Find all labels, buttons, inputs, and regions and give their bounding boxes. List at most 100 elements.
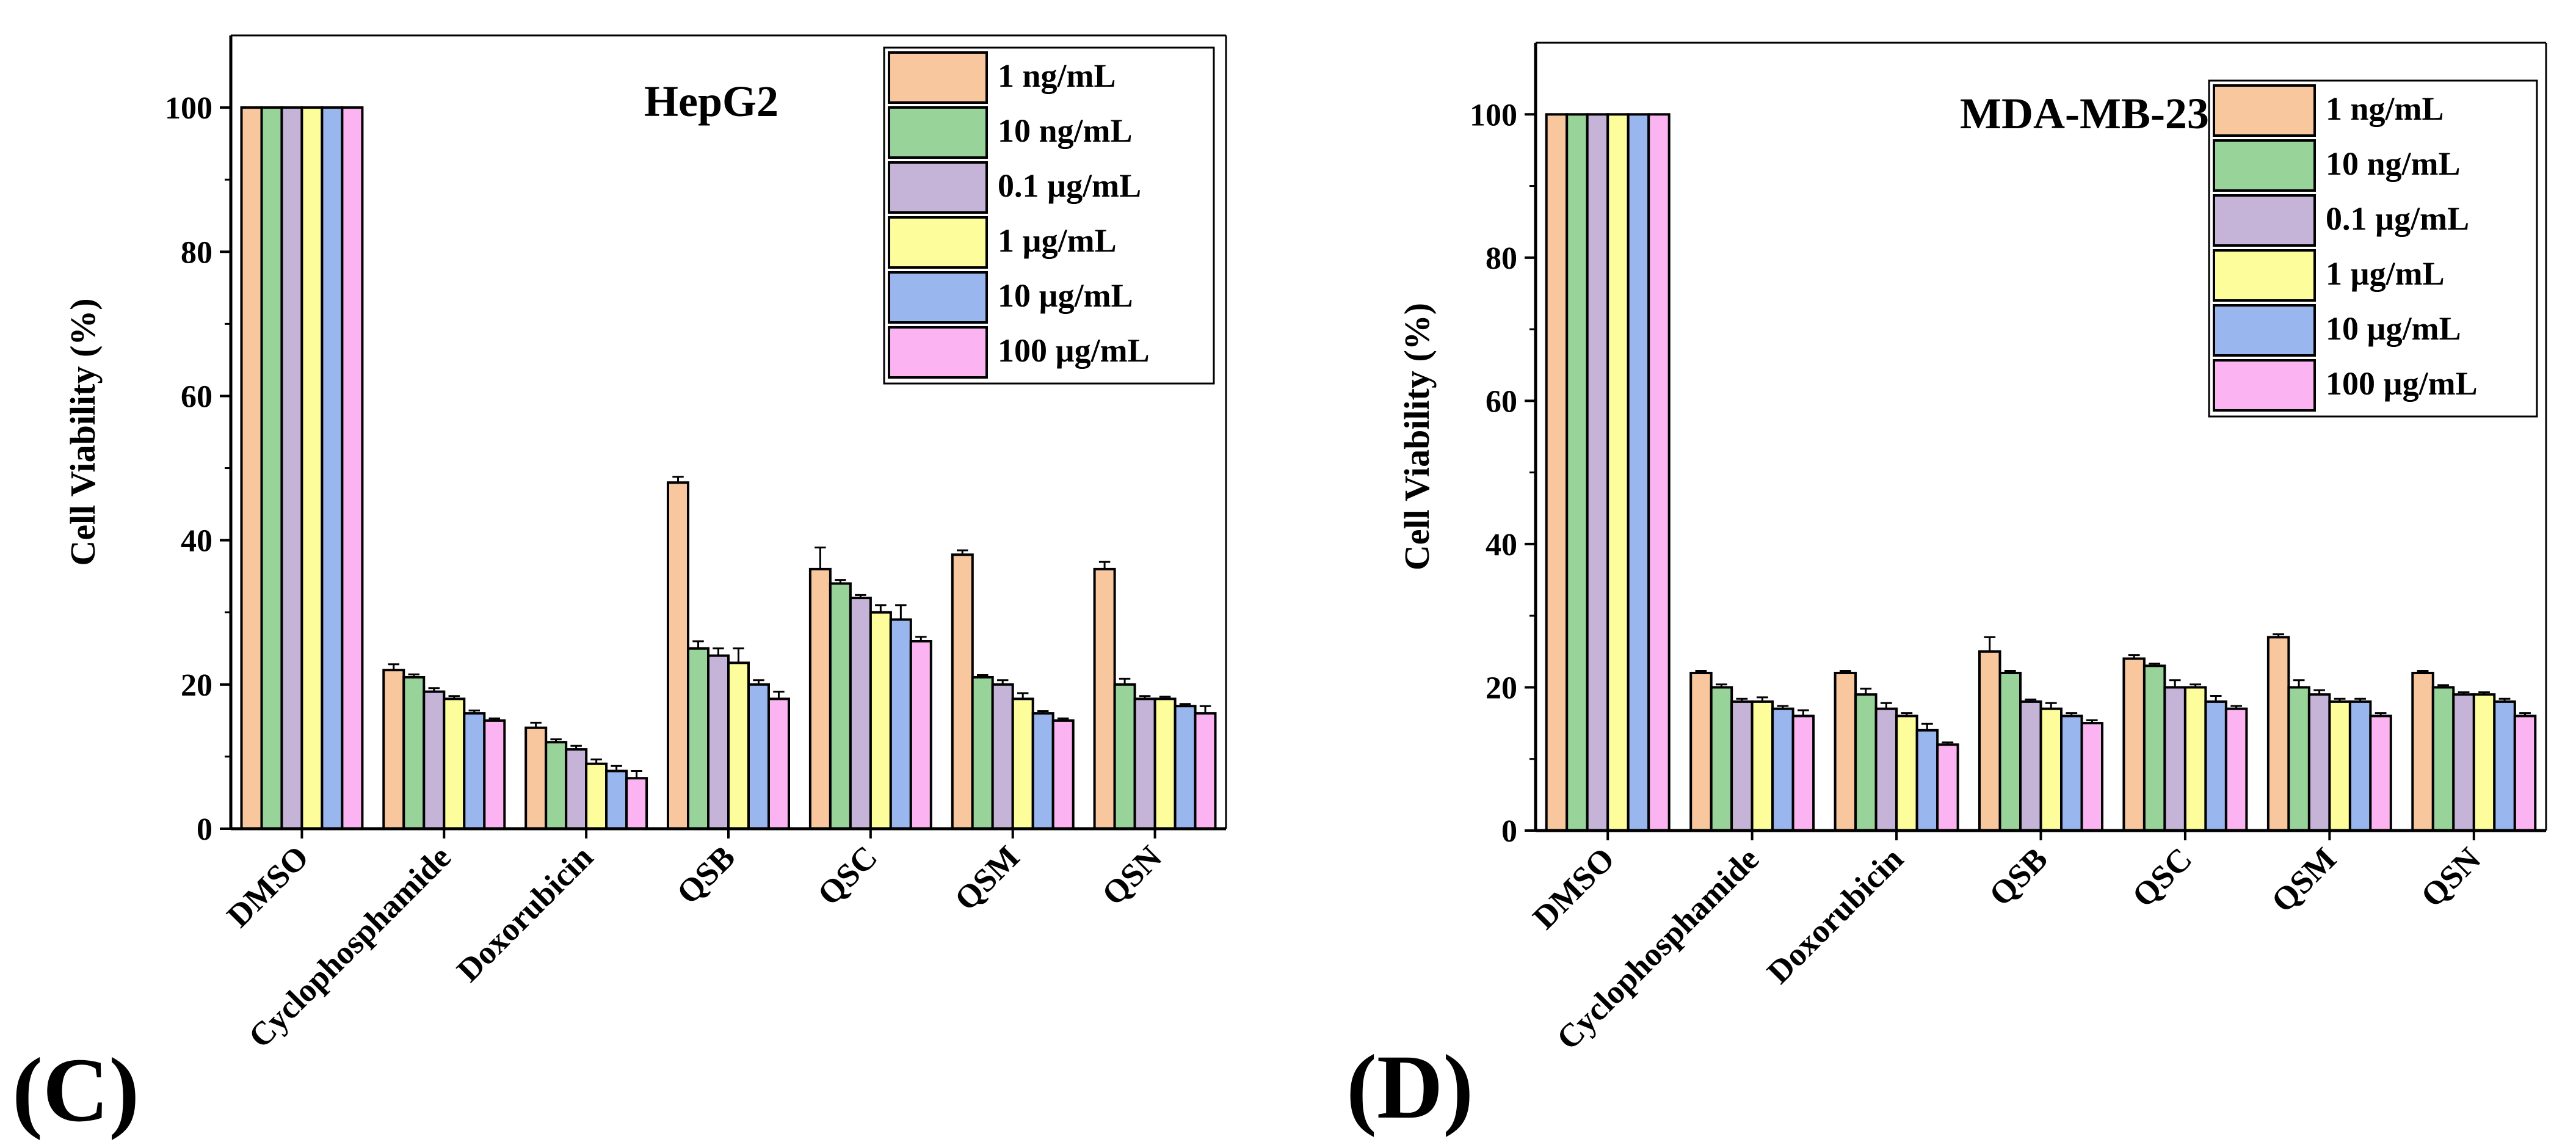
y-tick-label: 20 bbox=[181, 668, 212, 703]
bar bbox=[951, 553, 974, 830]
bar bbox=[849, 597, 872, 830]
bar bbox=[1689, 672, 1713, 832]
bar bbox=[2019, 700, 2042, 832]
bar bbox=[2493, 700, 2516, 832]
chart-title: HepG2 bbox=[644, 77, 778, 126]
bar bbox=[2060, 715, 2083, 832]
bar bbox=[2122, 657, 2146, 832]
bar bbox=[1730, 700, 1754, 832]
bar bbox=[687, 647, 709, 831]
bar bbox=[971, 676, 994, 830]
bar bbox=[1545, 113, 1569, 832]
bar bbox=[808, 567, 832, 831]
legend-swatch bbox=[2213, 304, 2316, 357]
bar bbox=[1566, 113, 1589, 832]
x-tick-label: QSM bbox=[2264, 840, 2343, 919]
bar bbox=[240, 106, 263, 831]
bar bbox=[667, 481, 689, 830]
y-tick-label: 40 bbox=[1486, 528, 1517, 562]
bar bbox=[2183, 686, 2207, 832]
bar bbox=[483, 719, 506, 831]
bar bbox=[2039, 707, 2063, 832]
y-tick-label: 100 bbox=[1470, 98, 1517, 133]
bar bbox=[1751, 700, 1774, 832]
bar bbox=[1113, 683, 1136, 831]
bar bbox=[605, 769, 628, 830]
bar bbox=[767, 697, 790, 831]
bar bbox=[2163, 686, 2186, 832]
y-axis-title: Cell Viability (%) bbox=[63, 298, 103, 566]
panel-label: (C) bbox=[12, 1039, 139, 1141]
legend-label: 10 µg/mL bbox=[2326, 310, 2461, 347]
bar bbox=[280, 106, 303, 831]
bar bbox=[463, 712, 486, 830]
legend-label: 0.1 µg/mL bbox=[2326, 200, 2469, 237]
bar bbox=[2328, 700, 2351, 832]
y-tick-label: 80 bbox=[1486, 241, 1517, 276]
y-tick-label: 60 bbox=[1486, 384, 1517, 419]
legend-swatch bbox=[888, 216, 988, 269]
bar bbox=[260, 106, 283, 831]
legend-swatch bbox=[2213, 359, 2316, 412]
x-tick-label: QSN bbox=[2414, 840, 2487, 914]
bar bbox=[889, 618, 912, 830]
legend-label: 100 µg/mL bbox=[998, 332, 1150, 369]
y-tick-label: 80 bbox=[181, 235, 212, 270]
x-tick-label: DMSO bbox=[1526, 840, 1622, 936]
legend-label: 100 µg/mL bbox=[2326, 365, 2478, 402]
x-tick-label: Doxorubicin bbox=[1760, 840, 1910, 991]
bar bbox=[1874, 707, 1898, 832]
legend-label: 10 ng/mL bbox=[2326, 145, 2461, 182]
x-tick-label: QSC bbox=[810, 838, 884, 912]
bar bbox=[2204, 700, 2227, 832]
bar bbox=[991, 683, 1014, 831]
bar bbox=[524, 726, 548, 830]
x-tick-label: QSN bbox=[1095, 838, 1169, 912]
bar bbox=[2369, 715, 2392, 832]
bar bbox=[1710, 686, 1733, 832]
bar bbox=[707, 654, 730, 830]
bar bbox=[2266, 636, 2290, 832]
bar bbox=[443, 697, 466, 831]
bar bbox=[1174, 705, 1197, 830]
legend-swatch bbox=[888, 51, 988, 104]
bar bbox=[2080, 722, 2103, 832]
legend-swatch bbox=[888, 161, 988, 214]
bar bbox=[2411, 672, 2434, 832]
x-tick-label: QSC bbox=[2125, 840, 2199, 914]
bar bbox=[1791, 715, 1815, 832]
bar bbox=[2287, 686, 2310, 832]
bar bbox=[1915, 729, 1939, 832]
bar bbox=[1194, 712, 1217, 830]
bar bbox=[869, 611, 892, 830]
bar bbox=[909, 640, 932, 830]
bar bbox=[2142, 664, 2166, 832]
bar bbox=[1936, 743, 1959, 832]
bar bbox=[402, 676, 426, 830]
bar bbox=[1998, 672, 2022, 832]
bar bbox=[1895, 715, 1918, 832]
bar bbox=[1627, 113, 1650, 832]
y-axis-title: Cell Viability (%) bbox=[1397, 303, 1437, 570]
legend-label: 10 µg/mL bbox=[998, 277, 1133, 314]
bar bbox=[829, 582, 852, 830]
bar bbox=[1647, 113, 1671, 832]
legend-swatch bbox=[2213, 194, 2316, 247]
y-tick-label: 0 bbox=[197, 812, 212, 847]
y-tick-label: 0 bbox=[1501, 814, 1517, 849]
bar bbox=[1606, 113, 1630, 832]
x-tick-label: Doxorubicin bbox=[450, 838, 600, 989]
panel-label: (D) bbox=[1346, 1036, 1473, 1138]
bar bbox=[2307, 693, 2331, 832]
chart-title: MDA-MB-231 bbox=[1960, 89, 2231, 138]
bar bbox=[1133, 697, 1156, 831]
bar bbox=[1771, 707, 1794, 832]
x-tick-label: QSM bbox=[948, 838, 1026, 917]
bar bbox=[2452, 693, 2475, 832]
legend-swatch bbox=[888, 106, 988, 159]
bar bbox=[321, 106, 344, 831]
legend-swatch bbox=[888, 326, 988, 379]
